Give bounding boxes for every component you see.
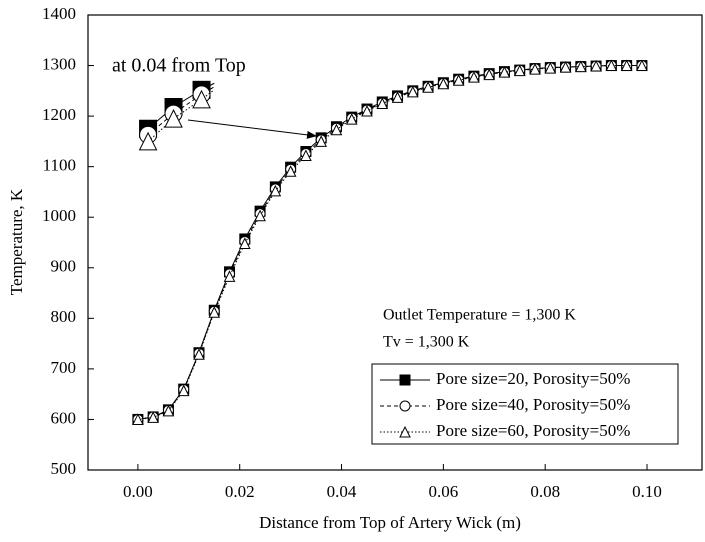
marker <box>529 62 541 75</box>
annotation: Tv = 1,300 K <box>383 334 470 351</box>
y-tick-label: 1400 <box>42 4 76 23</box>
marker <box>590 59 602 72</box>
y-tick-label: 1100 <box>43 156 76 175</box>
legend-label: Pore size=20, Porosity=50% <box>436 369 630 388</box>
annotation: Outlet Temperature = 1,300 K <box>383 307 576 324</box>
marker <box>330 123 343 136</box>
marker <box>483 68 495 81</box>
marker <box>223 270 236 282</box>
y-tick-label: 800 <box>51 307 77 326</box>
y-tick-label: 1200 <box>42 105 76 124</box>
y-tick-label: 900 <box>51 257 77 276</box>
marker <box>147 411 159 423</box>
y-tick-label: 1300 <box>42 54 76 73</box>
marker <box>138 131 158 151</box>
legend-label: Pore size=60, Porosity=50% <box>436 421 630 440</box>
y-tick-label: 1000 <box>42 206 76 225</box>
x-tick-label: 0.00 <box>123 482 153 501</box>
marker <box>284 165 297 177</box>
marker <box>193 348 205 360</box>
marker <box>162 404 175 417</box>
y-tick-label: 500 <box>51 459 77 478</box>
x-tick-label: 0.10 <box>632 482 662 501</box>
x-axis-title: Distance from Top of Artery Wick (m) <box>259 513 521 532</box>
marker <box>315 135 327 147</box>
marker <box>559 60 572 73</box>
legend-label: Pore size=40, Porosity=50% <box>436 395 630 414</box>
marker <box>620 59 633 72</box>
annotation: at 0.04 from Top <box>112 55 246 77</box>
marker <box>513 64 526 77</box>
marker <box>269 184 282 197</box>
marker <box>544 61 557 74</box>
y-axis-title: Temperature, K <box>7 188 26 295</box>
legend <box>371 363 679 445</box>
marker <box>399 400 411 412</box>
marker <box>164 109 183 128</box>
marker <box>208 306 221 318</box>
inset-line <box>147 86 215 136</box>
marker <box>605 59 618 72</box>
marker <box>391 91 404 103</box>
marker <box>422 81 434 93</box>
marker <box>361 104 373 117</box>
plot-frame <box>87 14 703 471</box>
marker <box>238 237 251 250</box>
marker <box>376 97 389 109</box>
x-tick-label: 0.02 <box>225 482 255 501</box>
marker <box>498 66 511 78</box>
marker <box>192 89 211 109</box>
x-tick-label: 0.04 <box>327 482 357 501</box>
arrow <box>187 119 317 139</box>
x-tick-label: 0.08 <box>530 482 560 501</box>
series-line <box>137 65 642 420</box>
marker <box>399 374 411 386</box>
marker <box>345 113 358 125</box>
x-tick-label: 0.06 <box>428 482 458 501</box>
marker <box>437 77 450 90</box>
marker <box>575 60 587 73</box>
marker <box>407 85 419 98</box>
marker <box>254 209 266 222</box>
marker <box>300 149 312 162</box>
marker <box>636 59 648 72</box>
marker <box>399 425 411 438</box>
marker <box>452 74 465 86</box>
marker <box>132 413 144 425</box>
y-tick-label: 700 <box>51 358 77 377</box>
y-tick-label: 600 <box>51 408 77 427</box>
marker <box>468 71 480 83</box>
series-line <box>137 65 642 420</box>
marker <box>177 384 190 397</box>
